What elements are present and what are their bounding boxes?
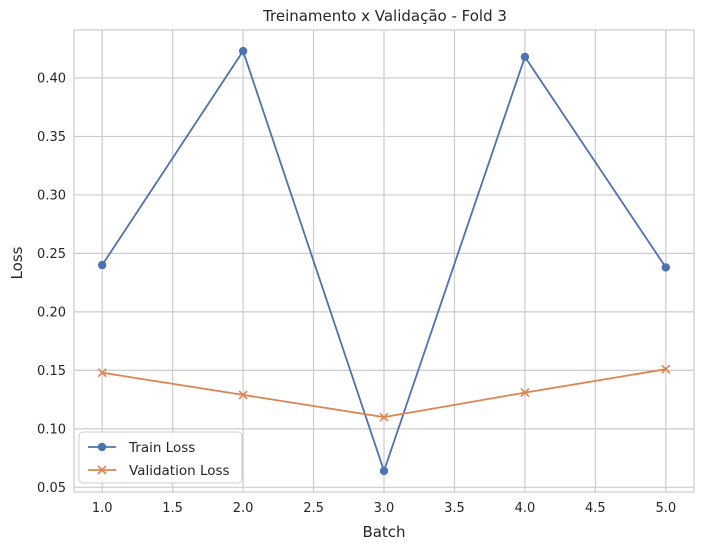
x-axis-label: Batch [362, 523, 405, 541]
train-loss-point [661, 263, 671, 272]
series-validation-loss [97, 364, 671, 422]
x-tick-label: 1.5 [162, 501, 183, 516]
series-group [97, 46, 671, 476]
chart-title: Treinamento x Validação - Fold 3 [262, 7, 507, 25]
train-loss-point [238, 46, 248, 56]
legend-box [78, 431, 243, 484]
x-tick-label: 5.0 [655, 501, 676, 516]
y-tick-label: 0.35 [37, 130, 66, 145]
y-tick-label: 0.30 [37, 188, 66, 203]
train-loss-point [520, 52, 530, 62]
x-tick-label: 4.0 [515, 501, 536, 516]
y-tick-label: 0.40 [37, 71, 66, 86]
x-axis-ticks: 1.0 1.5 2.0 2.5 3.0 3.5 4.0 4.5 5.0 [92, 501, 676, 516]
x-tick-label: 3.0 [374, 501, 395, 516]
plot-frame [73, 29, 695, 493]
x-tick-label: 4.5 [585, 501, 606, 516]
legend-validation-marker [97, 465, 107, 475]
validation-loss-point [661, 364, 671, 374]
train-loss-point [379, 466, 389, 476]
validation-loss-point [520, 388, 530, 398]
y-tick-label: 0.10 [37, 422, 66, 437]
y-axis-ticks: 0.05 0.10 0.15 0.20 0.25 0.30 0.35 0.40 [37, 71, 66, 495]
legend-train-marker [97, 442, 107, 452]
validation-loss-point [379, 412, 389, 422]
legend-train-label: Train Loss [128, 440, 195, 456]
legend-validation-label: Validation Loss [129, 463, 230, 479]
x-tick-label: 1.0 [92, 501, 113, 516]
y-tick-label: 0.25 [37, 247, 66, 262]
x-tick-label: 2.5 [303, 501, 324, 516]
validation-loss-point [97, 368, 107, 378]
y-tick-label: 0.15 [37, 364, 66, 379]
train-loss-point [97, 260, 107, 270]
x-tick-label: 2.0 [233, 501, 254, 516]
legend: Train Loss Validation Loss [78, 431, 243, 484]
x-tick-label: 3.5 [444, 501, 465, 516]
grid-lines [74, 30, 694, 492]
y-tick-label: 0.20 [37, 305, 66, 320]
series-train-loss [97, 46, 671, 476]
y-tick-label: 0.05 [37, 481, 66, 496]
y-axis-label: Loss [8, 246, 26, 279]
validation-loss-point [238, 390, 248, 400]
